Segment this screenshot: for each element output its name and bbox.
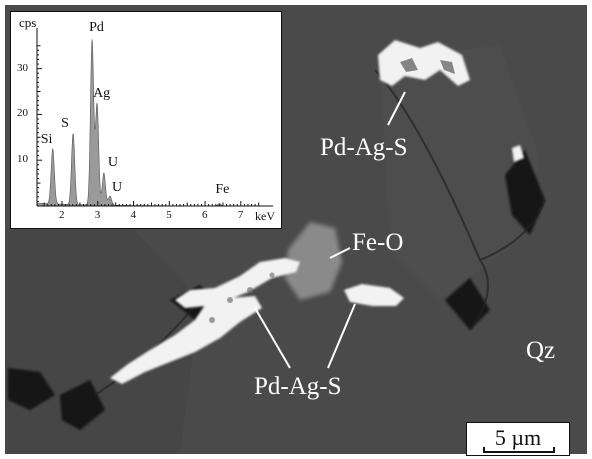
label-quartz: Qz [526,337,556,364]
x-tick-label: 3 [94,209,101,221]
spectrum-plot [36,28,274,207]
spectrum-curve [36,39,274,207]
y-tick-label: 10 [17,153,28,166]
peak-label-s: S [61,116,69,132]
eds-spectrum-inset: cps keV 10 20 30 2 3 4 5 6 7 Si S Pd Ag U U Fe [10,11,282,229]
x-tick-label: 7 [237,209,244,221]
peak-label-pd: Pd [89,20,104,36]
x-tick-label: 4 [130,209,137,221]
peak-label-ag: Ag [93,86,111,102]
leader-lines [254,91,406,369]
iron-oxide-grain [285,222,342,300]
y-unit-label: cps [19,15,37,30]
y-tick-label: 20 [17,107,28,120]
peak-label-u: U [111,179,123,195]
label-pd-ag-s-top: Pd-Ag-S [320,134,408,161]
x-tick-label: 2 [59,209,65,221]
label-fe-o: Fe-O [352,229,404,256]
scale-bar-label: 5 µm [494,425,542,450]
peak-label-fe: Fe [215,182,230,198]
peak-label-si: Si [40,132,53,148]
x-tick-label: 5 [166,209,172,221]
scale-bar-line [483,447,555,453]
x-unit-label: keV [255,209,275,223]
x-tick-label: 6 [202,209,208,221]
pd-ag-s-grains [110,40,524,384]
scale-bar: 5 µm [466,422,570,456]
label-pd-ag-s-bottom: Pd-Ag-S [254,373,342,400]
peak-label-u: U [107,154,118,170]
y-tick-label: 30 [17,61,28,74]
